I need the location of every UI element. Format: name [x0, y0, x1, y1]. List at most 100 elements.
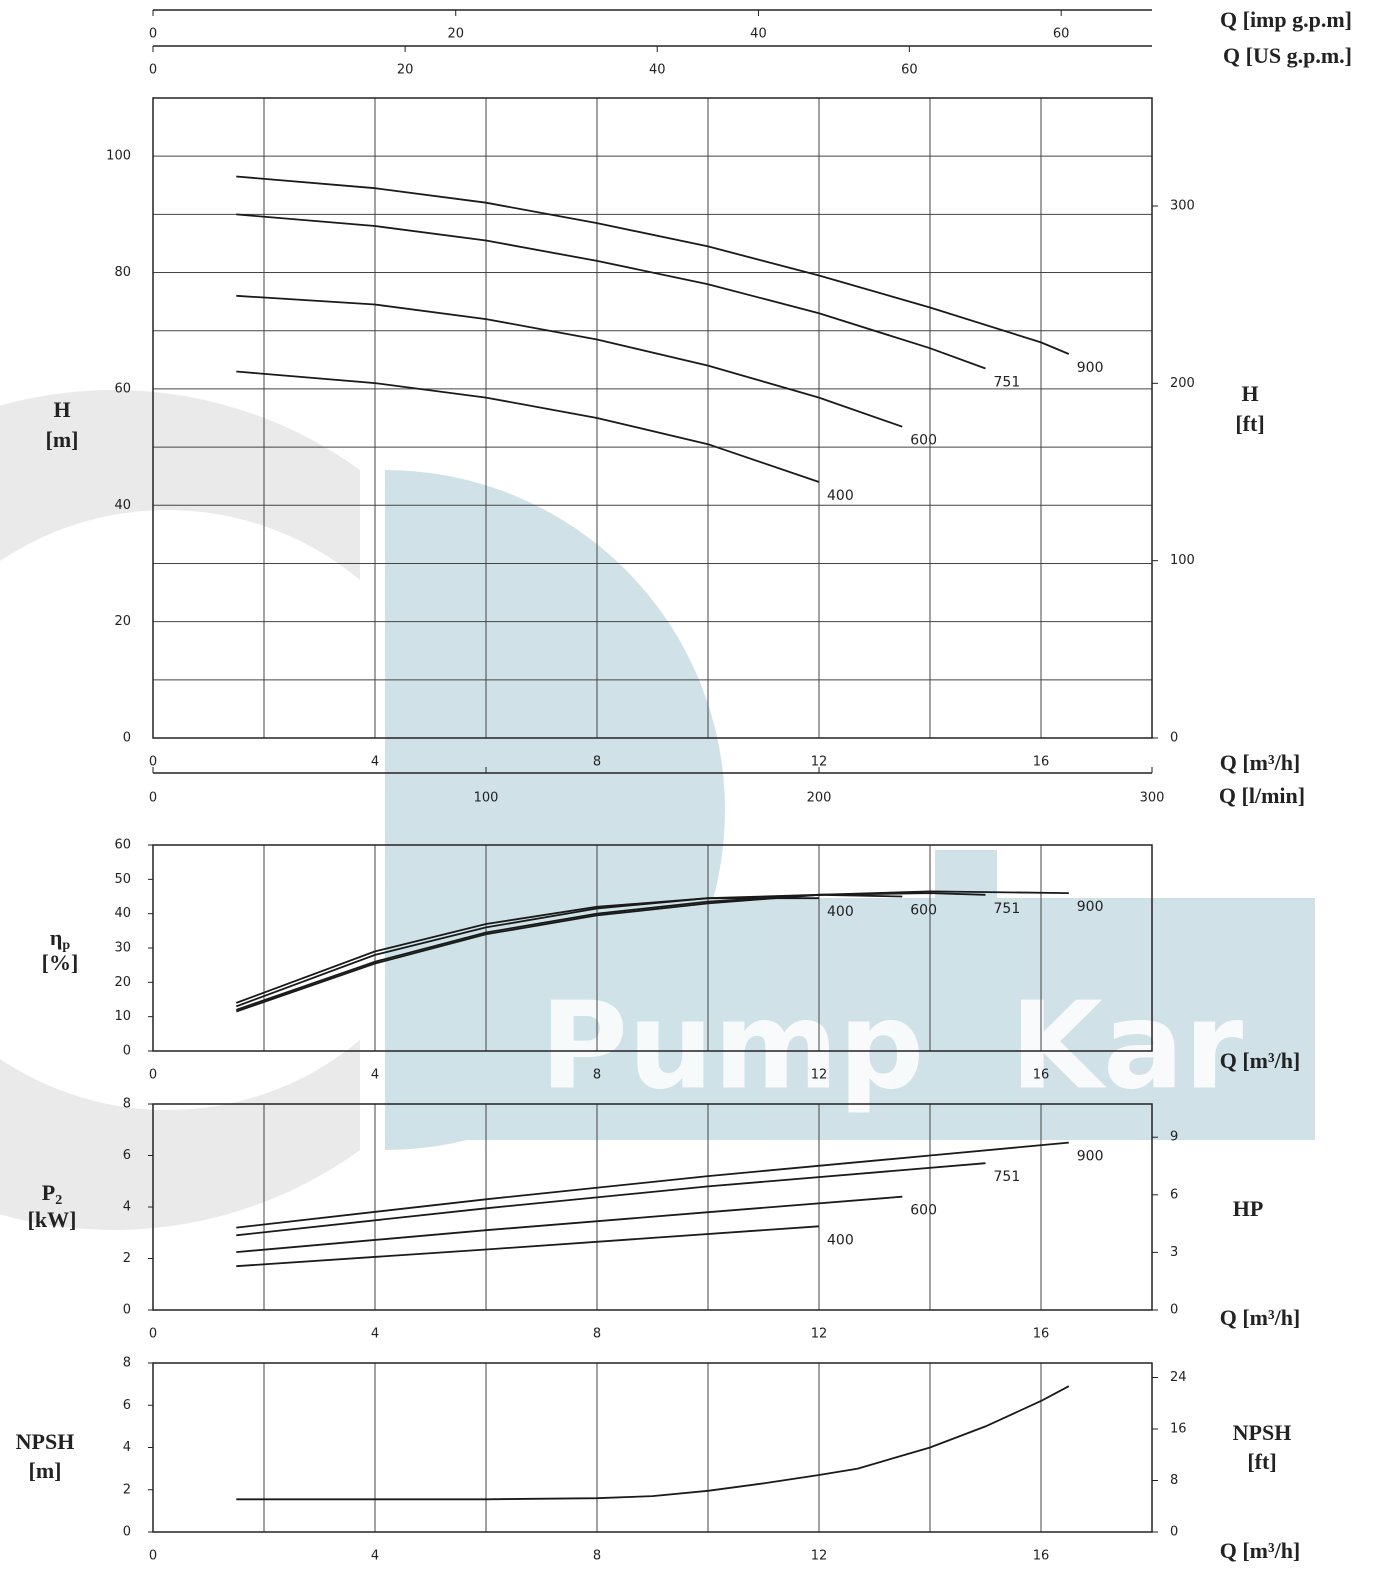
- y2-tick-label: 6: [1170, 1187, 1178, 1202]
- y2-axis-title: H: [1241, 381, 1258, 406]
- curve-label: 900: [1077, 1149, 1104, 1165]
- logo-gear: [0, 390, 360, 1230]
- y-axis-title: NPSH: [16, 1429, 75, 1454]
- curve-label: 400: [827, 904, 854, 920]
- top-axis-tick-label: 40: [750, 27, 767, 42]
- x-tick-label: 8: [593, 755, 601, 770]
- y-axis-title: H: [53, 397, 70, 422]
- curve: [236, 1162, 986, 1237]
- y-tick-label: 4: [123, 1440, 131, 1455]
- y-tick-label: 60: [114, 838, 131, 853]
- y-tick-label: 0: [123, 1525, 131, 1540]
- y2-axis-title: [ft]: [1235, 411, 1264, 436]
- y-tick-label: 0: [123, 1044, 131, 1059]
- y-tick-label: 2: [123, 1482, 131, 1497]
- y-tick-label: 8: [123, 1356, 131, 1371]
- y-axis-title: [%]: [42, 950, 79, 975]
- x-axis-title: Q [m³/h]: [1220, 1305, 1301, 1330]
- top-axis-tick-label: 0: [149, 63, 157, 78]
- y-tick-label: 4: [123, 1200, 131, 1215]
- watermark-word: Kar: [1010, 978, 1243, 1117]
- bottom-axis-tick-label: 300: [1140, 791, 1165, 806]
- y2-tick-label: 9: [1170, 1130, 1178, 1145]
- x-tick-label: 16: [1033, 1549, 1050, 1564]
- x-tick-label: 16: [1033, 1327, 1050, 1342]
- y2-tick-label: 200: [1170, 376, 1195, 391]
- y-axis-title: [m]: [46, 427, 79, 452]
- y2-tick-label: 0: [1170, 1525, 1178, 1540]
- top-axis-tick-label: 40: [649, 63, 666, 78]
- y-axis-title-text: [%]: [42, 950, 79, 975]
- y-tick-label: 0: [123, 1303, 131, 1318]
- y-tick-label: 60: [114, 381, 131, 396]
- x-tick-label: 12: [811, 1549, 828, 1564]
- curve-label: 600: [910, 903, 937, 919]
- y-tick-label: 50: [114, 872, 131, 887]
- y2-tick-label: 0: [1170, 731, 1178, 746]
- y-axis-title: [kW]: [28, 1207, 77, 1232]
- top-axis-tick-label: 20: [447, 27, 464, 42]
- y2-tick-label: 16: [1170, 1421, 1187, 1436]
- y-tick-label: 20: [114, 975, 131, 990]
- y2-tick-label: 3: [1170, 1245, 1178, 1260]
- x-tick-label: 0: [149, 1327, 157, 1342]
- y2-axis-title: NPSH: [1233, 1420, 1292, 1445]
- curve: [236, 890, 1069, 1013]
- y-axis-title-text: [kW]: [28, 1207, 77, 1232]
- curve-label: 751: [994, 375, 1021, 391]
- y-tick-label: 6: [123, 1148, 131, 1163]
- y-tick-label: 8: [123, 1097, 131, 1112]
- x-tick-label: 4: [371, 1068, 379, 1083]
- top-axis-title: Q [US g.p.m.]: [1223, 43, 1352, 68]
- y-tick-label: 6: [123, 1398, 131, 1413]
- x-tick-label: 4: [371, 1549, 379, 1564]
- y-axis-title-sub: p: [62, 938, 70, 953]
- x-axis-title: Q [m³/h]: [1220, 750, 1301, 775]
- curve: [236, 892, 986, 1011]
- x-axis-title: Q [m³/h]: [1220, 1048, 1301, 1073]
- y-tick-label: 40: [114, 498, 131, 513]
- curve-label: 900: [1077, 899, 1104, 915]
- y-tick-label: 10: [114, 1009, 131, 1024]
- top-axis-tick-label: 20: [397, 63, 414, 78]
- y2-tick-label: 100: [1170, 553, 1195, 568]
- curve-label: 400: [827, 1232, 854, 1248]
- x-tick-label: 4: [371, 755, 379, 770]
- y-axis-title-text: P: [42, 1180, 55, 1205]
- curve-label: 751: [994, 1169, 1021, 1185]
- curve-label: 600: [910, 1203, 937, 1219]
- bottom-axis-tick-label: 200: [807, 791, 832, 806]
- y-tick-label: 80: [114, 265, 131, 280]
- y-axis-title-text: H: [53, 397, 70, 422]
- y-tick-label: 30: [114, 941, 131, 956]
- x-tick-label: 0: [149, 1068, 157, 1083]
- logo-band: [385, 898, 1315, 1140]
- x-tick-label: 12: [811, 1327, 828, 1342]
- y2-tick-label: 8: [1170, 1473, 1178, 1488]
- top-axis-tick-label: 60: [1053, 27, 1070, 42]
- watermark-logo: [0, 390, 1315, 1230]
- bottom-axis-title: Q [l/min]: [1219, 783, 1305, 808]
- curve: [236, 294, 903, 428]
- y-tick-label: 100: [106, 149, 131, 164]
- top-axis-tick-label: 60: [901, 63, 918, 78]
- y-axis-title-text: η: [50, 925, 63, 950]
- curve: [236, 1141, 1069, 1229]
- curve: [236, 213, 986, 370]
- x-tick-label: 4: [371, 1327, 379, 1342]
- top-axis-title: Q [imp g.p.m]: [1220, 7, 1352, 32]
- y-axis-title: P2: [42, 1180, 62, 1208]
- plot-frame: [152, 1103, 1153, 1311]
- curve: [236, 175, 1070, 355]
- x-tick-label: 0: [149, 1549, 157, 1564]
- x-tick-label: 12: [811, 1068, 828, 1083]
- y-axis-title-text: [m]: [29, 1458, 62, 1483]
- y-tick-label: 2: [123, 1251, 131, 1266]
- curve: [236, 1195, 903, 1253]
- y-tick-label: 20: [114, 614, 131, 629]
- curve-label: 600: [910, 433, 937, 449]
- x-tick-label: 8: [593, 1549, 601, 1564]
- y2-axis-title: HP: [1233, 1196, 1264, 1221]
- y-tick-label: 40: [114, 906, 131, 921]
